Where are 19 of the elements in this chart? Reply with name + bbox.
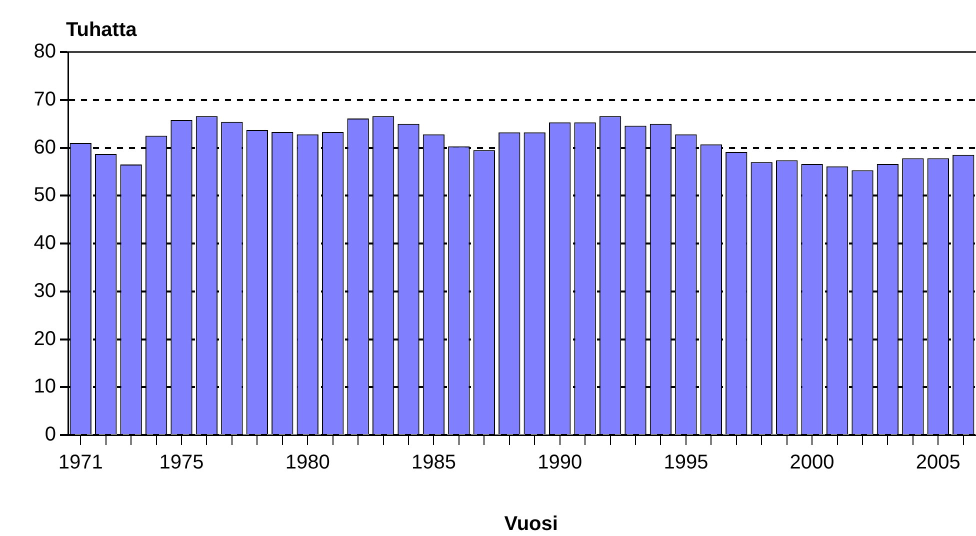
x-tick-label: 1975 [159,452,204,474]
x-tick-label: 1985 [411,452,456,474]
y-axis-title: Tuhatta [66,19,138,41]
x-tick-label: 1995 [664,452,708,474]
y-tick-label: 0 [44,424,56,446]
y-tick-label: 60 [34,136,56,158]
x-tick-label: 1980 [285,452,330,474]
x-axis-title: Vuosi [504,513,558,535]
x-tick-label: 2000 [790,452,834,474]
y-tick-label: 40 [34,232,56,254]
y-tick-label: 80 [34,40,56,63]
y-tick-label: 20 [34,328,56,350]
y-tick-label: 30 [34,280,56,302]
x-tick-label: 1990 [538,452,582,474]
y-tick-label: 70 [34,88,56,110]
x-tick-label: 1971 [58,452,103,474]
x-tick-label: 2005 [916,452,960,474]
y-tick-label: 50 [34,184,56,206]
y-tick-label: 10 [34,376,56,398]
